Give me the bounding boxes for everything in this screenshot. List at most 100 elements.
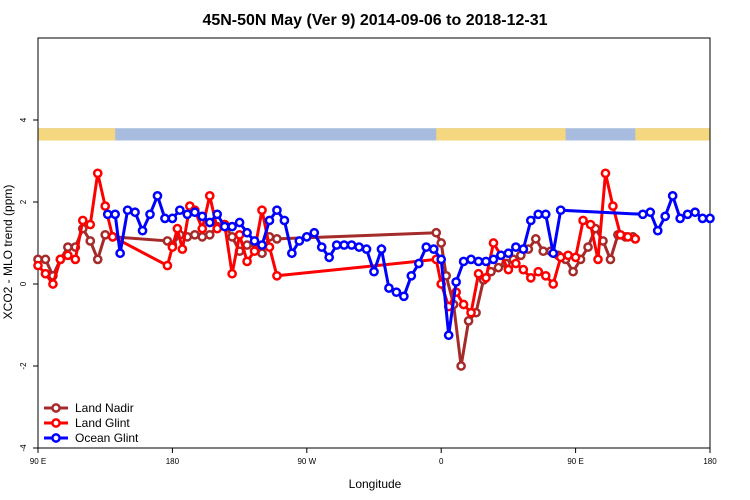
point-ocean-glint (451, 277, 461, 287)
point-ocean-glint (540, 209, 551, 220)
legend-label-ocean-glint: Ocean Glint (75, 431, 139, 445)
point-land-glint (204, 191, 215, 201)
point-land-nadir (257, 248, 267, 259)
point-land-glint (63, 250, 73, 261)
point-ocean-glint (376, 244, 387, 254)
point-ocean-glint (272, 205, 282, 216)
point-ocean-glint (421, 242, 432, 252)
land-band-0 (38, 128, 116, 141)
point-land-nadir (456, 361, 466, 371)
series-layer (33, 168, 715, 371)
point-land-glint (227, 268, 237, 279)
point-ocean-glint (399, 291, 409, 302)
point-land-nadir (197, 232, 208, 242)
point-land-glint (593, 254, 603, 265)
point-land-glint (570, 252, 581, 263)
point-ocean-glint (436, 254, 447, 265)
point-land-nadir (431, 227, 442, 238)
legend-marker-ocean-glint (51, 433, 61, 443)
legend-label-land-glint: Land Glint (75, 416, 130, 430)
legend-marker-land-nadir (51, 403, 61, 413)
point-land-glint (167, 242, 178, 252)
point-ocean-glint (160, 213, 170, 224)
point-ocean-glint (443, 330, 454, 341)
point-land-nadir (63, 242, 73, 252)
point-land-glint (481, 273, 491, 283)
point-land-glint (466, 307, 476, 318)
point-land-glint (585, 219, 596, 230)
point-land-glint (172, 223, 183, 234)
point-land-glint (623, 232, 633, 242)
point-land-nadir (493, 262, 504, 273)
point-land-glint (272, 270, 282, 281)
point-ocean-glint (339, 240, 349, 250)
point-land-glint (242, 256, 252, 267)
series-ocean-glint (102, 191, 715, 341)
point-ocean-glint (637, 209, 648, 220)
point-land-glint (40, 268, 51, 279)
point-ocean-glint (264, 215, 275, 226)
point-land-glint (100, 201, 111, 211)
x-tick-label-1: 180 (166, 457, 180, 466)
point-land-glint (615, 229, 626, 240)
point-ocean-glint (682, 209, 693, 220)
point-ocean-glint (227, 221, 237, 232)
point-land-glint (48, 279, 58, 289)
point-land-glint (488, 238, 499, 248)
legend-marker-land-glint (51, 418, 61, 428)
point-ocean-glint (145, 209, 155, 220)
x-tick-label-4: 90 E (567, 457, 583, 466)
chart-title: 45N-50N May (Ver 9) 2014-09-06 to 2018-1… (202, 12, 547, 29)
point-ocean-glint (167, 213, 178, 224)
x-tick-label-2: 90 W (297, 457, 316, 466)
axes: 90 E 180 90 W 0 90 E 180 -4 -2 0 2 4 (19, 37, 717, 466)
point-land-nadir (530, 234, 541, 244)
point-ocean-glint (219, 221, 230, 232)
point-land-glint (533, 266, 544, 277)
point-ocean-glint (204, 217, 215, 228)
point-ocean-glint (428, 244, 439, 254)
point-ocean-glint (234, 217, 245, 228)
point-land-glint (55, 254, 66, 265)
point-land-nadir (204, 229, 215, 240)
point-ocean-glint (175, 205, 185, 216)
y-tick-label-2: 0 (19, 281, 28, 286)
point-ocean-glint (316, 242, 327, 252)
point-ocean-glint (503, 248, 514, 259)
point-land-glint (107, 232, 118, 242)
point-land-glint (249, 246, 260, 257)
point-land-glint (197, 223, 208, 234)
point-land-glint (33, 260, 43, 271)
point-ocean-glint (346, 240, 357, 250)
point-land-glint (540, 270, 551, 281)
point-land-glint (85, 219, 96, 230)
point-ocean-glint (555, 205, 566, 216)
y-tick-label-1: -2 (19, 362, 28, 370)
point-ocean-glint (645, 207, 656, 218)
point-land-glint (600, 168, 611, 179)
point-ocean-glint (511, 242, 521, 252)
point-land-nadir (436, 238, 447, 248)
point-ocean-glint (369, 266, 379, 277)
point-land-glint (212, 223, 223, 234)
point-land-glint (503, 264, 514, 275)
point-land-glint (458, 299, 469, 310)
ocean-band (38, 128, 710, 141)
point-ocean-glint (473, 256, 484, 267)
point-land-glint (518, 264, 529, 275)
point-ocean-glint (102, 209, 113, 220)
y-tick-label-4: 4 (19, 117, 28, 122)
point-ocean-glint (652, 225, 663, 236)
point-land-nadir (227, 232, 237, 242)
point-ocean-glint (667, 191, 678, 201)
point-ocean-glint (152, 191, 163, 201)
point-land-glint (511, 258, 521, 269)
point-land-glint (264, 242, 275, 252)
point-land-nadir (85, 236, 96, 246)
point-ocean-glint (279, 215, 290, 226)
point-ocean-glint (301, 232, 312, 242)
point-ocean-glint (384, 283, 394, 293)
point-ocean-glint (137, 225, 148, 236)
point-ocean-glint (309, 227, 320, 238)
